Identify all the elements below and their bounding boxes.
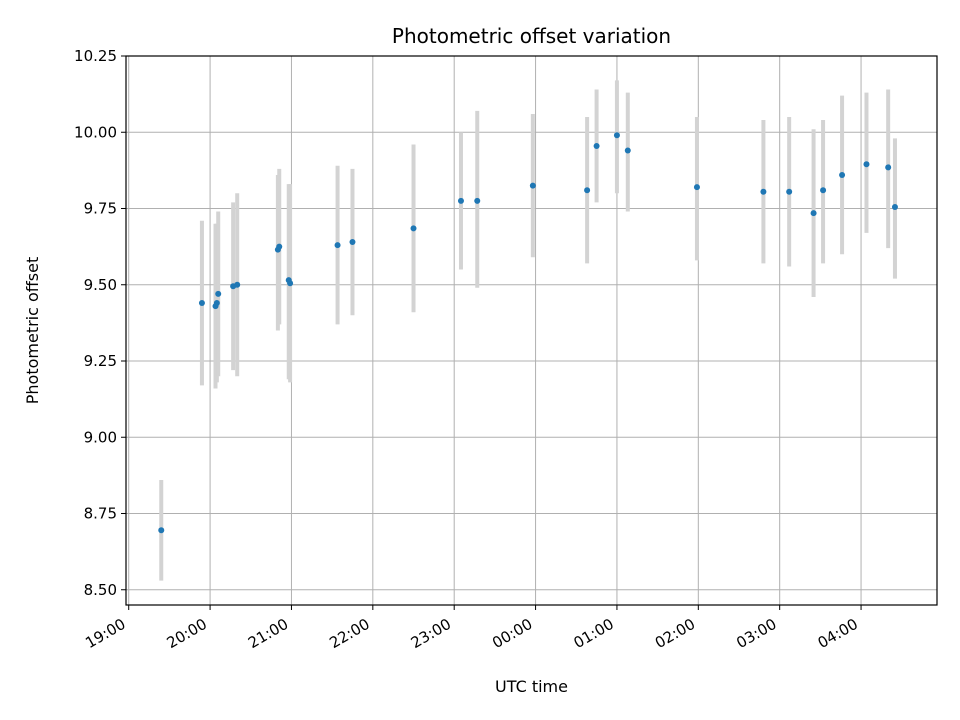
data-point: [334, 242, 341, 249]
data-point: [410, 225, 417, 232]
y-tick-label: 10.00: [74, 123, 117, 141]
y-tick-label: 10.25: [74, 47, 117, 65]
y-tick-label: 9.50: [84, 276, 117, 294]
y-tick-label: 9.25: [84, 352, 117, 370]
data-point: [863, 161, 870, 168]
data-point: [287, 280, 294, 287]
data-point: [276, 243, 283, 250]
data-point: [234, 281, 241, 288]
data-point: [349, 239, 356, 246]
chart-title: Photometric offset variation: [392, 24, 671, 48]
data-point: [693, 184, 700, 191]
data-point: [760, 188, 767, 195]
data-point: [584, 187, 591, 194]
data-point: [810, 210, 817, 217]
y-axis-ticks: 8.50 8.75 9.00 9.25 9.50 9.75 10.00 10.25: [74, 47, 126, 599]
data-point: [213, 300, 220, 307]
y-tick-label: 8.50: [84, 581, 117, 599]
data-point: [885, 164, 892, 171]
y-tick-label: 9.00: [84, 428, 117, 446]
data-point: [158, 527, 165, 534]
data-point: [839, 171, 846, 178]
x-axis-label: UTC time: [495, 677, 568, 696]
data-point: [198, 300, 205, 307]
data-point: [786, 188, 793, 195]
data-point: [457, 197, 464, 204]
data-points: [158, 132, 898, 534]
data-point: [891, 203, 898, 210]
y-axis-label: Photometric offset: [23, 257, 42, 405]
data-point: [474, 197, 481, 204]
data-point: [613, 132, 620, 139]
data-point: [820, 187, 827, 194]
y-tick-label: 9.75: [84, 200, 117, 218]
data-point: [593, 142, 600, 149]
y-tick-label: 8.75: [84, 505, 117, 523]
data-point: [215, 290, 222, 297]
plot-frame: [125, 55, 938, 606]
data-point: [529, 182, 536, 189]
data-point: [624, 147, 631, 154]
